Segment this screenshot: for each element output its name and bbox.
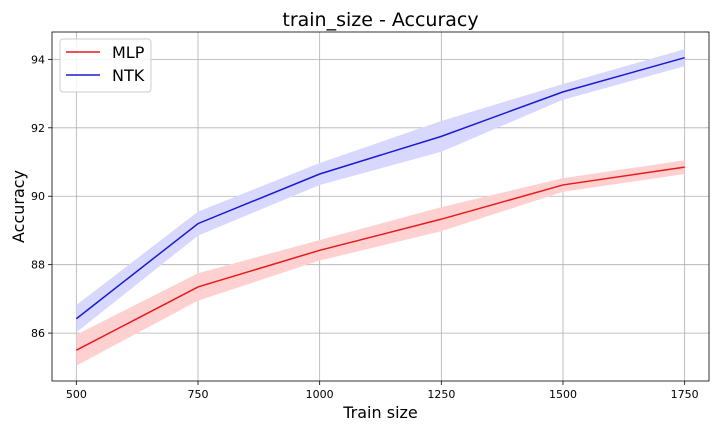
series-line-mlp xyxy=(75,166,685,351)
series-line-ntk xyxy=(75,56,685,320)
chart-title: train_size - Accuracy xyxy=(282,9,478,31)
y-tick-label-92: 92 xyxy=(31,122,45,135)
legend: MLP NTK xyxy=(59,38,152,93)
y-tick-label-90: 90 xyxy=(31,190,45,203)
axis-ticks: 500 750 1000 1250 1500 1750 86 88 90 92 94 xyxy=(31,53,699,401)
y-axis-label: Accuracy xyxy=(9,170,28,243)
x-axis-label: Train size xyxy=(342,403,418,422)
y-tick-label-94: 94 xyxy=(31,53,45,66)
legend-label-mlp: MLP xyxy=(112,43,145,62)
confidence-bands xyxy=(76,49,685,366)
band-ntk xyxy=(76,49,685,333)
band-mlp xyxy=(76,160,685,366)
x-tick-label-500: 500 xyxy=(66,388,87,401)
legend-label-ntk: NTK xyxy=(112,66,145,85)
y-tick-label-86: 86 xyxy=(31,327,45,340)
x-tick-label-1000: 1000 xyxy=(306,388,334,401)
y-tick-label-88: 88 xyxy=(31,259,45,272)
x-tick-label-1500: 1500 xyxy=(549,388,577,401)
x-tick-label-750: 750 xyxy=(188,388,209,401)
series-lines xyxy=(75,56,685,351)
plot-frame xyxy=(51,31,710,382)
x-tick-label-1750: 1750 xyxy=(671,388,699,401)
grid xyxy=(52,32,709,381)
x-tick-label-1250: 1250 xyxy=(427,388,455,401)
